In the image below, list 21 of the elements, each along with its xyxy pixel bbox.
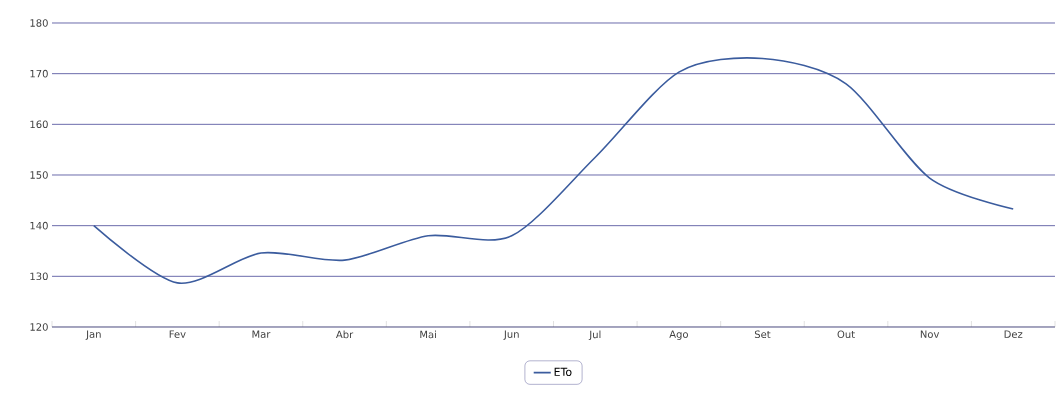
y-tick-label: 140 xyxy=(30,221,48,230)
x-tick-label: Out xyxy=(837,330,855,339)
y-tick-label: 130 xyxy=(30,272,48,281)
line-series xyxy=(93,57,1015,284)
x-tick-label: Nov xyxy=(920,330,940,338)
y-tick-label: 150 xyxy=(30,171,48,179)
x-tick-label: Abr xyxy=(335,330,354,339)
legend-label: ETo xyxy=(554,367,572,376)
x-tick-label: Jun xyxy=(503,330,519,340)
x-tick-label: Set xyxy=(754,330,771,339)
x-tick-label: Dez xyxy=(1004,330,1023,338)
x-tick-label: Mar xyxy=(252,330,271,338)
x-tick-label: Fev xyxy=(169,330,186,338)
y-tick-label: 120 xyxy=(30,323,48,331)
y-tick-label: 180 xyxy=(30,19,48,27)
x-tick-label: Mai xyxy=(420,330,436,339)
x-tick-label: Jan xyxy=(85,330,101,340)
x-tick-label: Ago xyxy=(669,330,688,340)
y-tick-label: 170 xyxy=(30,69,48,78)
x-tick-label: Jul xyxy=(588,330,601,341)
y-tick-label: 160 xyxy=(30,120,48,129)
